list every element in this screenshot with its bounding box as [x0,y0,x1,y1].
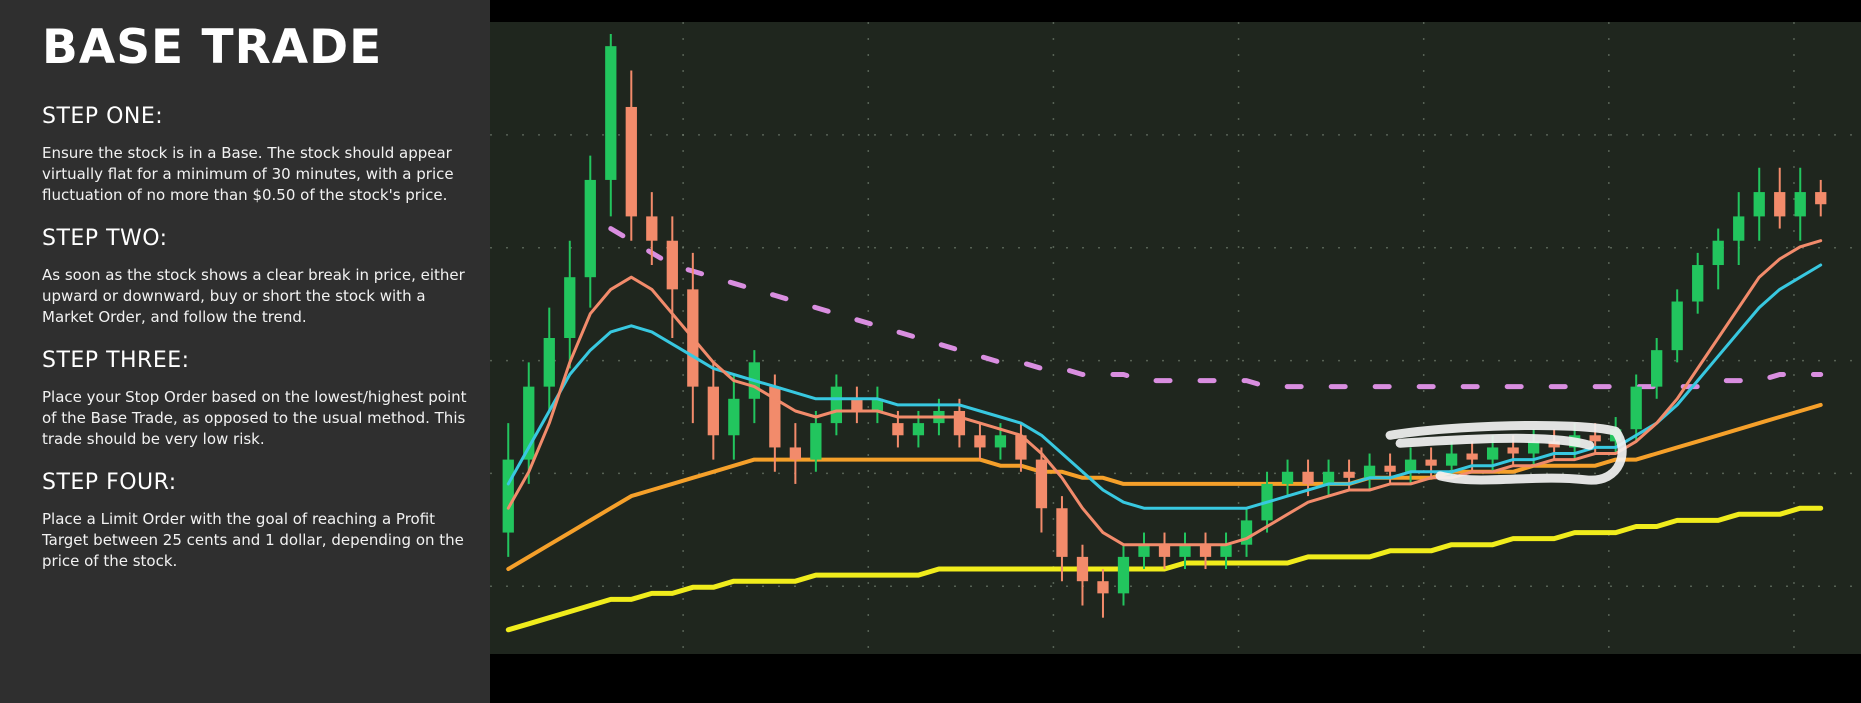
candle-body [502,459,514,533]
candle-body [1281,471,1294,484]
candle-body [1302,471,1314,484]
candle-body [1733,216,1745,241]
candle-body [871,398,884,411]
candle-body [1507,447,1519,454]
ema-fast-line [506,239,1823,547]
candle-body [974,435,986,448]
candle-body [851,398,863,411]
ema-slow-line [506,263,1823,510]
candle-body [1404,459,1417,472]
candle-body [1343,471,1355,478]
candle-body [953,410,966,436]
candle-body [1753,192,1765,217]
chart-svg [490,22,1861,654]
candle-body [1117,556,1130,594]
candle-body [728,398,740,436]
candle-body [1056,508,1068,557]
candle-body [1671,301,1683,351]
candle-body [1158,544,1171,557]
candle-body [1486,447,1499,460]
candle-body [1015,435,1027,460]
candle-body [1794,192,1806,217]
step-heading: STEP ONE: [42,103,164,129]
candle-body [605,46,617,180]
candle-body [810,423,822,460]
candle-body [769,386,781,448]
strategy-panel: BASE TRADE STEP ONE: Ensure the stock is… [0,0,490,703]
candle-body [523,386,535,460]
step-three: STEP THREE: Place your Stop Order based … [42,348,470,450]
candle-body [1466,453,1478,460]
candle-body [1363,465,1376,478]
candle-body [1220,544,1232,557]
candle-body [1527,441,1540,454]
candle-body [1097,581,1109,594]
step-heading: STEP TWO: [42,225,168,251]
candle-body [1692,265,1704,302]
step-text: As soon as the stock shows a clear break… [42,265,465,326]
candle-body [1589,435,1601,442]
candle-body [789,447,802,460]
step-four: STEP FOUR: Place a Limit Order with the … [42,470,470,572]
candle-body [912,423,925,436]
candle-body [830,386,843,424]
candle-body [1076,556,1089,582]
base-annotation-scribble [1385,421,1627,485]
candle-body [1815,192,1827,205]
vwap-line [608,226,1824,390]
panel-title: BASE TRADE [42,20,383,75]
candle-body [666,240,678,290]
candle-body [1322,471,1335,484]
candle-body [1651,350,1663,387]
step-text: Place your Stop Order based on the lowes… [42,387,467,448]
step-heading: STEP THREE: [42,347,190,373]
price-chart [490,22,1861,654]
candle-body [1774,192,1786,217]
candle-body [1240,520,1253,545]
candle-body [1035,459,1048,509]
candle-body [543,338,555,387]
candle-body [1138,544,1150,557]
candle-body [1384,465,1396,472]
candle-body [646,216,658,241]
candle-body [1712,240,1724,266]
step-text: Place a Limit Order with the goal of rea… [42,509,464,570]
candle-body [1179,544,1191,557]
candle-body [994,435,1007,448]
step-two: STEP TWO: As soon as the stock shows a c… [42,226,470,328]
candle-body [584,179,596,278]
candle-body [1445,453,1458,466]
moving-average-mid-line [506,402,1823,571]
candle-body [564,277,576,338]
candle-body [1425,459,1437,466]
step-text: Ensure the stock is in a Base. The stock… [42,143,454,204]
step-heading: STEP FOUR: [42,469,177,495]
step-one: STEP ONE: Ensure the stock is in a Base.… [42,104,470,206]
candle-body [1199,544,1212,557]
candle-body [707,386,719,436]
candle-body [625,106,637,217]
candle-body [1630,386,1642,430]
candle-body [892,423,904,436]
candle-body [1548,441,1560,448]
